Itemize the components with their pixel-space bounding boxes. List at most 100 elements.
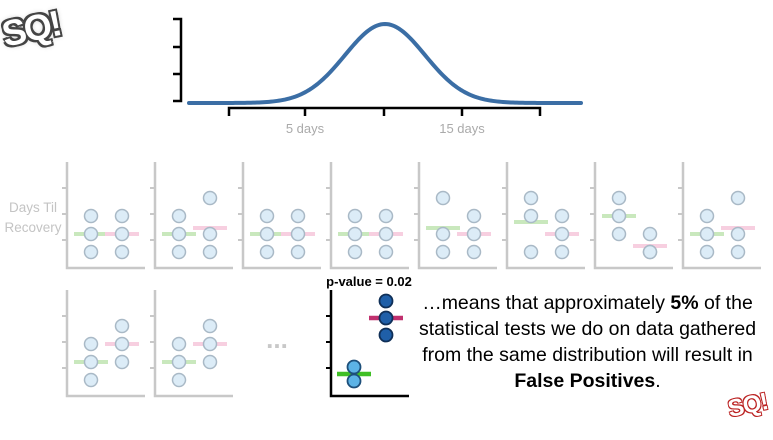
experiment-panels [62, 162, 761, 398]
experiment-panel [414, 162, 497, 270]
experiment-panel [678, 162, 761, 270]
pink-group-point [202, 318, 218, 334]
pvalue-panel-axes [329, 290, 409, 398]
experiment-panel [150, 290, 233, 398]
pink-group-point [466, 208, 482, 224]
x-tick-label-15-days: 15 days [439, 121, 485, 136]
green-group-point [171, 226, 187, 242]
distribution-curve [187, 21, 583, 105]
y-axis-label-line2: Recovery [4, 220, 61, 235]
x-tick-label-5-days: 5 days [286, 121, 325, 136]
green-group-point [83, 208, 99, 224]
pink-group-point [202, 226, 218, 242]
pink-group-point [202, 244, 218, 260]
experiment-panel [326, 162, 409, 270]
green-group-point [347, 226, 363, 242]
p-value-label: p-value = 0.02 [326, 274, 412, 289]
pink-group-point [202, 190, 218, 206]
pink-group-point [378, 244, 394, 260]
green-group-point [346, 373, 362, 389]
green-group-point [83, 354, 99, 370]
pink-group-point [730, 226, 746, 242]
green-group-point [347, 244, 363, 260]
green-group-point [523, 208, 539, 224]
pink-group-point [642, 244, 658, 260]
green-group-point [435, 244, 451, 260]
ellipsis: ... [266, 324, 288, 354]
green-group-point [347, 208, 363, 224]
panel-axes [65, 290, 145, 398]
panel-axes [241, 162, 321, 270]
red-group-point [378, 327, 394, 343]
pink-group-point [114, 336, 130, 352]
pink-group-point [290, 244, 306, 260]
pink-group-point [378, 226, 394, 242]
experiment-panel [62, 162, 145, 270]
green-group-point [259, 226, 275, 242]
pink-group-point [730, 244, 746, 260]
experiment-panel [502, 162, 585, 270]
panel-axes [593, 162, 673, 270]
y-axis-label-line1: Days Til [9, 200, 57, 215]
green-group-point [699, 226, 715, 242]
green-group-point [699, 244, 715, 260]
green-group-point [83, 336, 99, 352]
pink-group-point [466, 244, 482, 260]
green-group-point [523, 190, 539, 206]
green-group-point [83, 244, 99, 260]
pink-group-point [466, 226, 482, 242]
panel-axes [681, 162, 761, 270]
panel-axes [65, 162, 145, 270]
green-group-point [171, 208, 187, 224]
distribution-x-axis [227, 106, 542, 116]
green-group-point [259, 244, 275, 260]
pink-group-point [730, 190, 746, 206]
red-group-point [378, 293, 394, 309]
pink-group-point [114, 318, 130, 334]
pink-group-point [114, 354, 130, 370]
panel-axes [417, 162, 497, 270]
pink-group-point [114, 208, 130, 224]
pink-group-point [554, 244, 570, 260]
caption-bold-false-positives: False Positives [514, 370, 656, 392]
green-group-point [523, 244, 539, 260]
pink-group-point [114, 244, 130, 260]
pink-group-point [642, 226, 658, 242]
distribution-y-axis [173, 17, 183, 103]
green-group-point [83, 226, 99, 242]
green-group-point [171, 336, 187, 352]
green-group-point [699, 208, 715, 224]
pink-group-point [554, 208, 570, 224]
experiment-panel [238, 162, 321, 270]
pink-group-point [290, 226, 306, 242]
green-group-point [611, 226, 627, 242]
panel-axes [505, 162, 585, 270]
pink-group-point [290, 208, 306, 224]
green-group-point [83, 372, 99, 388]
caption-bold-5-percent: 5% [670, 292, 699, 314]
normal-distribution: 5 days 15 days [173, 17, 583, 136]
p-value-panel: p-value = 0.02 [326, 274, 412, 398]
panel-axes [153, 162, 233, 270]
green-group-point [435, 226, 451, 242]
red-group-point [378, 310, 394, 326]
pink-group-point [554, 226, 570, 242]
green-group-point [171, 372, 187, 388]
panel-axes [153, 290, 233, 398]
pink-group-point [114, 226, 130, 242]
panel-axes [329, 162, 409, 270]
green-group-point [346, 359, 362, 375]
pink-group-point [378, 208, 394, 224]
pink-group-point [202, 336, 218, 352]
green-group-point [611, 208, 627, 224]
green-group-point [435, 190, 451, 206]
experiment-panel [590, 162, 673, 270]
green-group-point [259, 208, 275, 224]
green-group-point [171, 244, 187, 260]
experiment-panel [150, 162, 233, 270]
experiment-panel [62, 290, 145, 398]
pink-group-point [202, 354, 218, 370]
green-group-point [611, 190, 627, 206]
green-group-point [171, 354, 187, 370]
